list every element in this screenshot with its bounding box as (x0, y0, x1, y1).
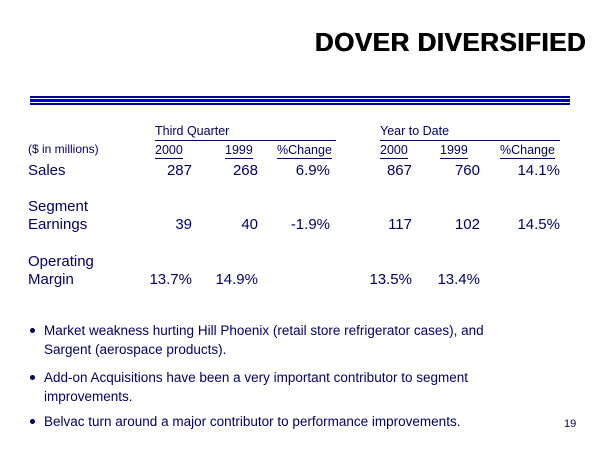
column-group-third-quarter: Third Quarter (155, 124, 336, 141)
cell-opmargin-tq-2000: 13.7% (149, 271, 192, 288)
rule-gap (30, 102, 570, 103)
bullet-dot-icon (30, 328, 35, 333)
cell-opmargin-ytd-1999: 13.4% (437, 271, 480, 288)
row-label-line: Operating (28, 253, 94, 270)
col-header-ytd-pct-change: %Change (500, 143, 555, 159)
cell-opmargin-ytd-2000: 13.5% (369, 271, 412, 288)
cell-opmargin-tq-1999: 14.9% (215, 271, 258, 288)
cell-segment-tq-1999: 40 (241, 216, 258, 233)
col-header-ytd-2000: 2000 (380, 143, 408, 159)
rule-thin-bottom (30, 103, 570, 105)
col-header-ytd-1999: 1999 (440, 143, 468, 159)
cell-sales-tq-2000: 287 (166, 162, 192, 179)
bullet-text: Belvac turn around a major contributor t… (44, 414, 461, 429)
page-number: 19 (564, 418, 577, 430)
bullet-text: Market weakness hurting Hill Phoenix (re… (44, 323, 484, 357)
row-label-line: Sales (28, 162, 66, 179)
cell-segment-ytd-1999: 102 (454, 216, 480, 233)
row-label-segment-earnings: Segment Earnings (28, 198, 88, 234)
cell-segment-ytd-change: 14.5% (517, 216, 560, 233)
cell-segment-tq-2000: 39 (175, 216, 192, 233)
bullet-item: Add-on Acquisitions have been a very imp… (30, 368, 529, 406)
cell-sales-ytd-2000: 867 (386, 162, 412, 179)
row-label-line: Earnings (28, 216, 88, 233)
bullet-item: Belvac turn around a major contributor t… (30, 412, 529, 431)
cell-segment-tq-change: -1.9% (290, 216, 330, 233)
cell-sales-ytd-change: 14.1% (517, 162, 560, 179)
cell-sales-tq-change: 6.9% (295, 162, 330, 179)
row-label-line: Margin (28, 271, 74, 288)
bullet-text: Add-on Acquisitions have been a very imp… (44, 370, 468, 404)
column-group-year-to-date: Year to Date (380, 124, 560, 141)
col-header-tq-2000: 2000 (155, 143, 183, 159)
col-header-tq-pct-change: %Change (277, 143, 332, 159)
rule-thick-middle (30, 99, 570, 102)
row-label-sales: Sales (28, 162, 66, 180)
rule-thin-top (30, 96, 570, 98)
double-rule-divider (30, 96, 570, 105)
slide-title: DOVER DIVERSIFIED (314, 27, 586, 57)
table-units-label: ($ in millions) (28, 142, 99, 156)
cell-sales-ytd-1999: 760 (454, 162, 480, 179)
cell-segment-ytd-2000: 117 (388, 216, 412, 233)
row-label-line: Segment (28, 198, 89, 215)
row-label-operating-margin: Operating Margin (28, 253, 94, 289)
bullet-dot-icon (30, 375, 35, 380)
bullet-dot-icon (30, 419, 35, 424)
rule-gap (30, 98, 570, 99)
bullet-item: Market weakness hurting Hill Phoenix (re… (30, 321, 529, 359)
cell-sales-tq-1999: 268 (232, 162, 258, 179)
col-header-tq-1999: 1999 (225, 143, 253, 159)
